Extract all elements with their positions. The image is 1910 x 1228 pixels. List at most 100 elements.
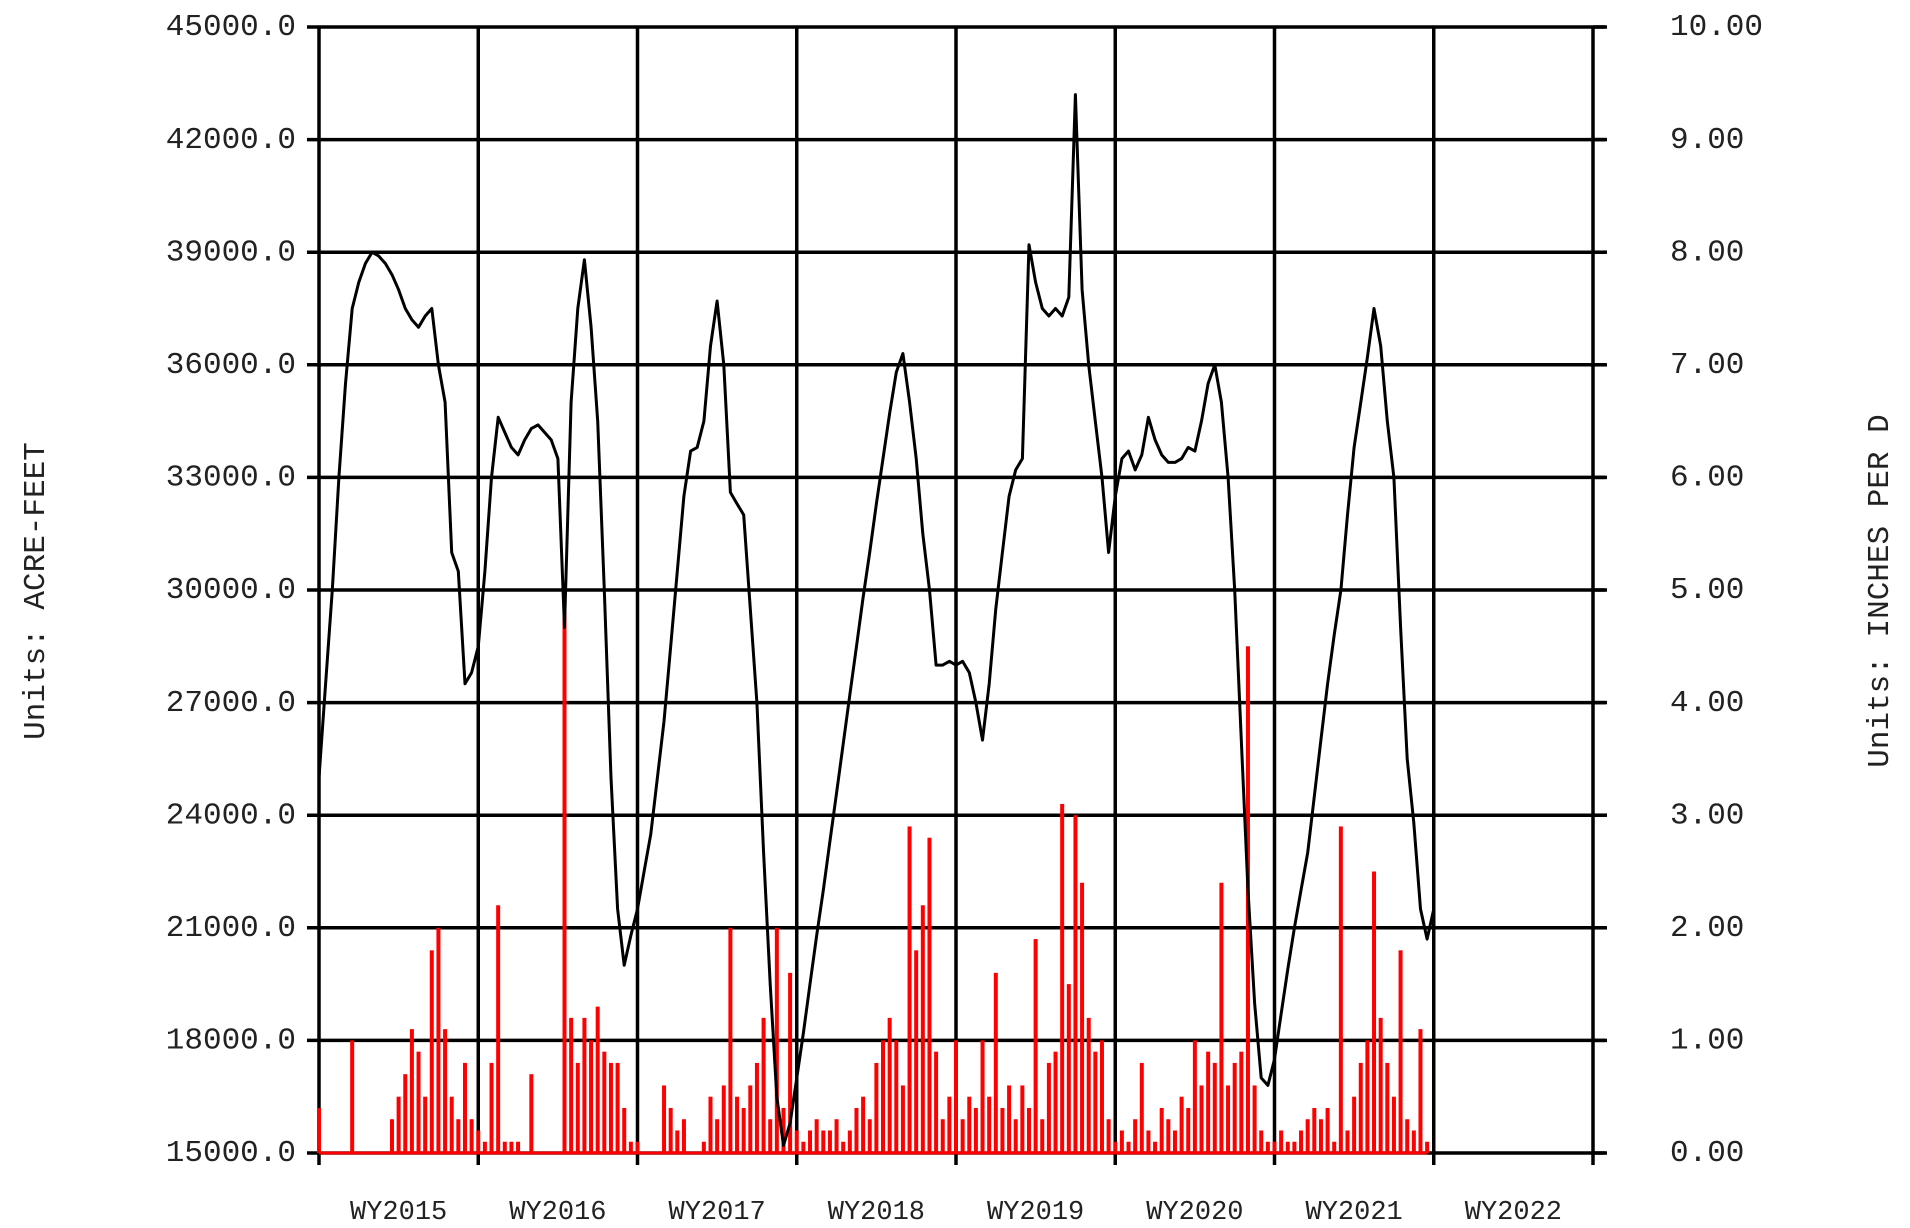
bar xyxy=(589,1040,594,1153)
bar xyxy=(1405,1119,1410,1153)
bar xyxy=(350,1040,355,1153)
bar xyxy=(1172,1130,1177,1153)
y2-tick-label: 2.00 xyxy=(1670,911,1744,946)
bar xyxy=(1312,1107,1317,1153)
bar xyxy=(1239,1051,1244,1153)
y-axis-label: Units: ACRE-FEET xyxy=(19,442,54,740)
bar xyxy=(1252,1085,1257,1153)
bar xyxy=(867,1119,872,1153)
bar xyxy=(1000,1107,1005,1153)
bar xyxy=(582,1017,587,1153)
bar xyxy=(1391,1096,1396,1153)
bar xyxy=(1179,1096,1184,1153)
bar xyxy=(1119,1130,1124,1153)
bar xyxy=(1398,950,1403,1153)
bar xyxy=(1232,1062,1237,1153)
bar xyxy=(861,1096,866,1153)
y2-tick-label: 4.00 xyxy=(1670,686,1744,721)
bar xyxy=(980,1040,985,1153)
bar xyxy=(814,1119,819,1153)
bar xyxy=(1385,1062,1390,1153)
bar xyxy=(1352,1096,1357,1153)
bar xyxy=(1139,1062,1144,1153)
bar xyxy=(1086,1017,1091,1153)
x-tick-label: WY2019 xyxy=(987,1198,1084,1228)
bar xyxy=(489,1062,494,1153)
y-tick-label: 21000.0 xyxy=(166,911,296,946)
y-tick-label: 27000.0 xyxy=(166,686,296,721)
bar xyxy=(416,1051,421,1153)
y-tick-label: 42000.0 xyxy=(166,123,296,158)
bar xyxy=(1020,1085,1025,1153)
bar xyxy=(1365,1040,1370,1153)
bar xyxy=(774,927,779,1153)
bar xyxy=(1425,1141,1430,1153)
bar xyxy=(462,1062,467,1153)
bar xyxy=(1066,984,1071,1153)
y-tick-label: 39000.0 xyxy=(166,235,296,270)
bar xyxy=(701,1141,706,1153)
bar xyxy=(1080,882,1085,1153)
bar xyxy=(1332,1141,1337,1153)
bar xyxy=(608,1062,613,1153)
bar xyxy=(469,1119,474,1153)
bar xyxy=(827,1130,832,1153)
y2-tick-label: 8.00 xyxy=(1670,235,1744,270)
bar xyxy=(973,1107,978,1153)
bar xyxy=(1053,1051,1058,1153)
bar xyxy=(443,1029,448,1153)
bar xyxy=(1378,1017,1383,1153)
bar xyxy=(881,1040,886,1153)
bar xyxy=(575,1062,580,1153)
bar xyxy=(1153,1141,1158,1153)
bar xyxy=(914,950,919,1153)
bar xyxy=(1212,1062,1217,1153)
bar xyxy=(509,1141,514,1153)
bar xyxy=(721,1085,726,1153)
y2-tick-label: 10.00 xyxy=(1670,10,1763,45)
bar xyxy=(1146,1130,1151,1153)
bar xyxy=(940,1119,945,1153)
bar xyxy=(1265,1141,1270,1153)
bar xyxy=(847,1130,852,1153)
bar xyxy=(947,1096,952,1153)
y-tick-label: 30000.0 xyxy=(166,573,296,608)
bar xyxy=(668,1107,673,1153)
x-tick-label: WY2017 xyxy=(669,1198,766,1228)
y2-tick-label: 5.00 xyxy=(1670,573,1744,608)
bar xyxy=(615,1062,620,1153)
bar xyxy=(1106,1119,1111,1153)
bar xyxy=(1411,1130,1416,1153)
bar xyxy=(768,1119,773,1153)
bar xyxy=(900,1085,905,1153)
bar xyxy=(317,1107,321,1153)
y-tick-label: 45000.0 xyxy=(166,10,296,45)
bar xyxy=(808,1130,813,1153)
bar xyxy=(874,1062,879,1153)
bar xyxy=(1159,1107,1164,1153)
bar xyxy=(761,1017,766,1153)
bar xyxy=(987,1096,992,1153)
y-tick-label: 18000.0 xyxy=(166,1024,296,1059)
bar xyxy=(403,1074,408,1153)
bar xyxy=(681,1119,686,1153)
bar xyxy=(1418,1029,1423,1153)
bar xyxy=(741,1107,746,1153)
bar xyxy=(735,1096,740,1153)
bar xyxy=(602,1051,607,1153)
bar xyxy=(960,1119,965,1153)
bar xyxy=(516,1141,521,1153)
bar xyxy=(794,1130,799,1153)
y2-tick-label: 3.00 xyxy=(1670,798,1744,833)
bar xyxy=(887,1017,892,1153)
y2-tick-label: 9.00 xyxy=(1670,123,1744,158)
y2-tick-label: 7.00 xyxy=(1670,348,1744,383)
bar xyxy=(1259,1130,1264,1153)
bar xyxy=(1013,1119,1018,1153)
bar xyxy=(967,1096,972,1153)
bar xyxy=(1126,1141,1131,1153)
bar xyxy=(715,1119,720,1153)
bar xyxy=(662,1085,667,1153)
